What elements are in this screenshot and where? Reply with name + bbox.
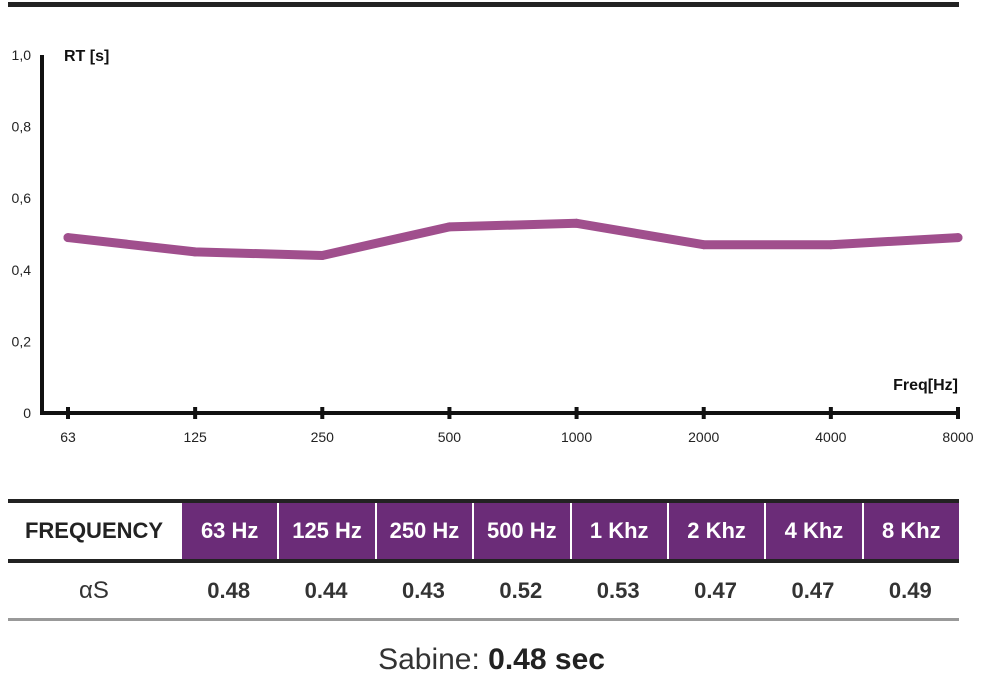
freq-header-500: 500 Hz [472,503,570,559]
alpha-value-500: 0.52 [499,577,543,603]
alpha-s-label: αS [79,576,109,604]
freq-header-250: 250 Hz [374,503,473,559]
x-axis-label: Freq[Hz] [893,377,958,394]
x-tick-label: 8000 [942,429,973,445]
freq-header-125: 125 Hz [277,503,375,559]
sabine-label: Sabine: [378,643,480,676]
table-row: αS 0.48 0.44 0.43 0.52 0.53 0.47 0.47 0.… [8,563,959,621]
y-tick-label: 0,8 [12,119,32,135]
x-tick-label: 1000 [561,429,592,445]
data-point [317,250,327,260]
y-tick-label: 1,0 [12,47,32,63]
freq-header-4k: 4 Khz [764,503,862,559]
alpha-value-2k: 0.47 [694,577,737,603]
x-tick-label: 250 [311,429,335,445]
x-tick-label: 500 [438,429,462,445]
data-point [699,240,709,250]
y-tick-label: 0 [23,405,31,421]
x-tick-label: 125 [183,429,207,445]
freq-header-63: 63 Hz [180,503,278,559]
rt-line-chart: 0 0,2 0,4 0,6 0,8 1,0 63 125 250 500 1000 2000 4000 8… [12,47,974,445]
top-rule [8,2,959,7]
data-point [572,218,582,228]
y-tick-label: 0,4 [12,262,32,278]
x-tick-label: 63 [60,429,76,445]
sabine-value: 0.48 sec [488,643,605,676]
x-tick-label: 2000 [688,429,719,445]
freq-header-1k: 1 Khz [569,503,667,559]
data-point [953,233,963,243]
data-point [444,222,454,232]
alpha-value-250: 0.43 [402,577,445,603]
x-tick-label: 4000 [815,429,846,445]
alpha-value-8k: 0.49 [888,577,932,603]
alpha-value-125: 0.44 [304,577,348,603]
data-point [190,247,200,257]
absorption-table: FREQUENCY 63 Hz 125 Hz 250 Hz 500 Hz 1 K… [8,499,959,621]
y-tick-label: 0,2 [12,333,32,349]
alpha-value-63: 0.48 [207,577,251,603]
freq-header-2k: 2 Khz [666,503,765,559]
table-header-row: FREQUENCY 63 Hz 125 Hz 250 Hz 500 Hz 1 K… [8,499,959,563]
y-tick-label: 0,6 [12,190,32,206]
y-axis-label: RT [s] [64,48,109,65]
frequency-header: FREQUENCY [8,503,180,559]
data-point [826,240,836,250]
sabine-result: Sabine: 0.48 sec [0,643,983,677]
rt-series-line [63,218,963,260]
data-point [63,233,73,243]
alpha-value-4k: 0.47 [791,577,835,603]
alpha-value-1k: 0.53 [596,577,640,603]
freq-header-8k: 8 Khz [861,503,959,559]
